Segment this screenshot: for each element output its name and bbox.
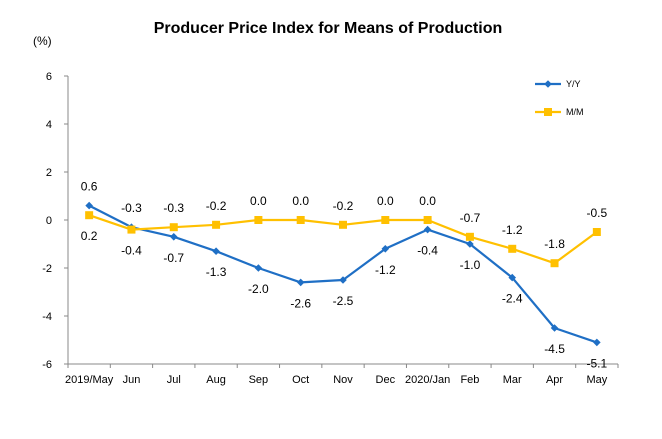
yy-point — [254, 264, 263, 272]
mm-data-label: -1.8 — [544, 237, 565, 251]
legend-label-yy: Y/Y — [566, 79, 581, 89]
x-tick-label: May — [586, 374, 607, 386]
mm-data-label: 0.2 — [81, 229, 98, 243]
yy-data-label: -0.7 — [163, 251, 184, 265]
mm-point — [127, 225, 136, 234]
yy-data-label: -1.3 — [206, 265, 227, 279]
y-tick-label: 4 — [46, 119, 52, 131]
mm-data-label: 0.0 — [419, 194, 436, 208]
mm-point — [423, 216, 432, 224]
axes: 6 4 2 0 -2 -4 -6 2019/May Jun Jul Aug Sep Oct Nov Dec 2… — [42, 71, 619, 386]
x-tick-label: 2019/May — [65, 374, 114, 386]
yy-point — [466, 240, 474, 248]
x-tick-label: Oct — [292, 374, 309, 386]
yy-data-label: -0.4 — [417, 244, 438, 258]
x-tick-label: 2020/Jan — [405, 374, 450, 386]
mm-point — [212, 220, 221, 229]
yy-data-label: -2.4 — [502, 292, 523, 306]
mm-point — [465, 232, 474, 241]
mm-data-label: 0.0 — [292, 194, 309, 208]
legend-label-mm: M/M — [566, 107, 584, 117]
mm-point — [550, 259, 559, 268]
mm-data-label: -0.3 — [163, 201, 184, 215]
x-tick-label: Dec — [376, 374, 396, 386]
x-tick-label: Sep — [249, 374, 269, 386]
y-tick-label: 6 — [46, 71, 52, 83]
yy-point — [339, 276, 347, 284]
x-tick-label: Jul — [167, 374, 181, 386]
y-tick-label: -4 — [42, 311, 52, 323]
x-tick-label: Aug — [206, 374, 226, 386]
y-tick-label: -6 — [42, 359, 52, 371]
y-tick-label: -2 — [42, 263, 52, 275]
data-labels: 0.6 0.2 -0.3 -0.4 -0.7 -0.3 -1.3 -0.2 -2.0 0.0 -2.… — [81, 180, 608, 371]
x-tick-label: Feb — [460, 374, 479, 386]
mm-data-label: -0.4 — [121, 244, 142, 258]
mm-data-label: 0.0 — [377, 194, 394, 208]
legend-marker-yy — [544, 80, 552, 88]
mm-data-label: -1.2 — [502, 223, 523, 237]
mm-point — [296, 216, 305, 224]
yy-data-label: -5.1 — [587, 356, 608, 370]
mm-point — [592, 228, 601, 236]
y-tick-label: 0 — [46, 215, 52, 227]
series-layer — [85, 201, 601, 347]
mm-point — [508, 244, 517, 253]
y-axis-unit: (%) — [33, 34, 52, 48]
mm-data-label: -0.5 — [587, 206, 608, 220]
yy-data-label: -0.3 — [121, 201, 142, 215]
yy-data-label: -4.5 — [544, 342, 565, 356]
yy-data-label: -1.2 — [375, 263, 396, 277]
legend-marker-mm — [544, 108, 552, 116]
yy-point — [381, 245, 390, 253]
mm-point — [169, 223, 178, 232]
yy-point — [508, 273, 517, 282]
yy-point — [593, 338, 601, 347]
yy-data-label: 0.6 — [81, 180, 98, 194]
legend: Y/Y M/M — [535, 79, 584, 117]
x-tick-label: Apr — [546, 374, 563, 386]
mm-point — [381, 216, 390, 224]
yy-data-label: -2.6 — [290, 296, 311, 310]
yy-point — [296, 278, 305, 287]
yy-data-label: -2.0 — [248, 282, 269, 296]
mm-data-label: -0.2 — [206, 199, 227, 213]
yy-point — [85, 201, 93, 210]
x-tick-label: Nov — [333, 374, 353, 386]
yy-point — [423, 225, 432, 234]
mm-data-label: 0.0 — [250, 194, 267, 208]
chart-title: Producer Price Index for Means of Produc… — [154, 20, 503, 37]
yy-point — [212, 247, 220, 255]
yy-data-label: -1.0 — [460, 258, 481, 272]
mm-data-label: -0.7 — [460, 211, 481, 225]
yy-point — [169, 233, 178, 241]
mm-point — [85, 211, 94, 220]
mm-point — [339, 220, 347, 229]
yy-data-label: -2.5 — [333, 294, 354, 308]
yy-point — [550, 324, 559, 332]
y-tick-label: 2 — [46, 167, 52, 179]
mm-point — [254, 216, 263, 224]
mm-data-label: -0.2 — [333, 199, 354, 213]
x-tick-label: Jun — [123, 374, 141, 386]
x-tick-label: Mar — [503, 374, 522, 386]
